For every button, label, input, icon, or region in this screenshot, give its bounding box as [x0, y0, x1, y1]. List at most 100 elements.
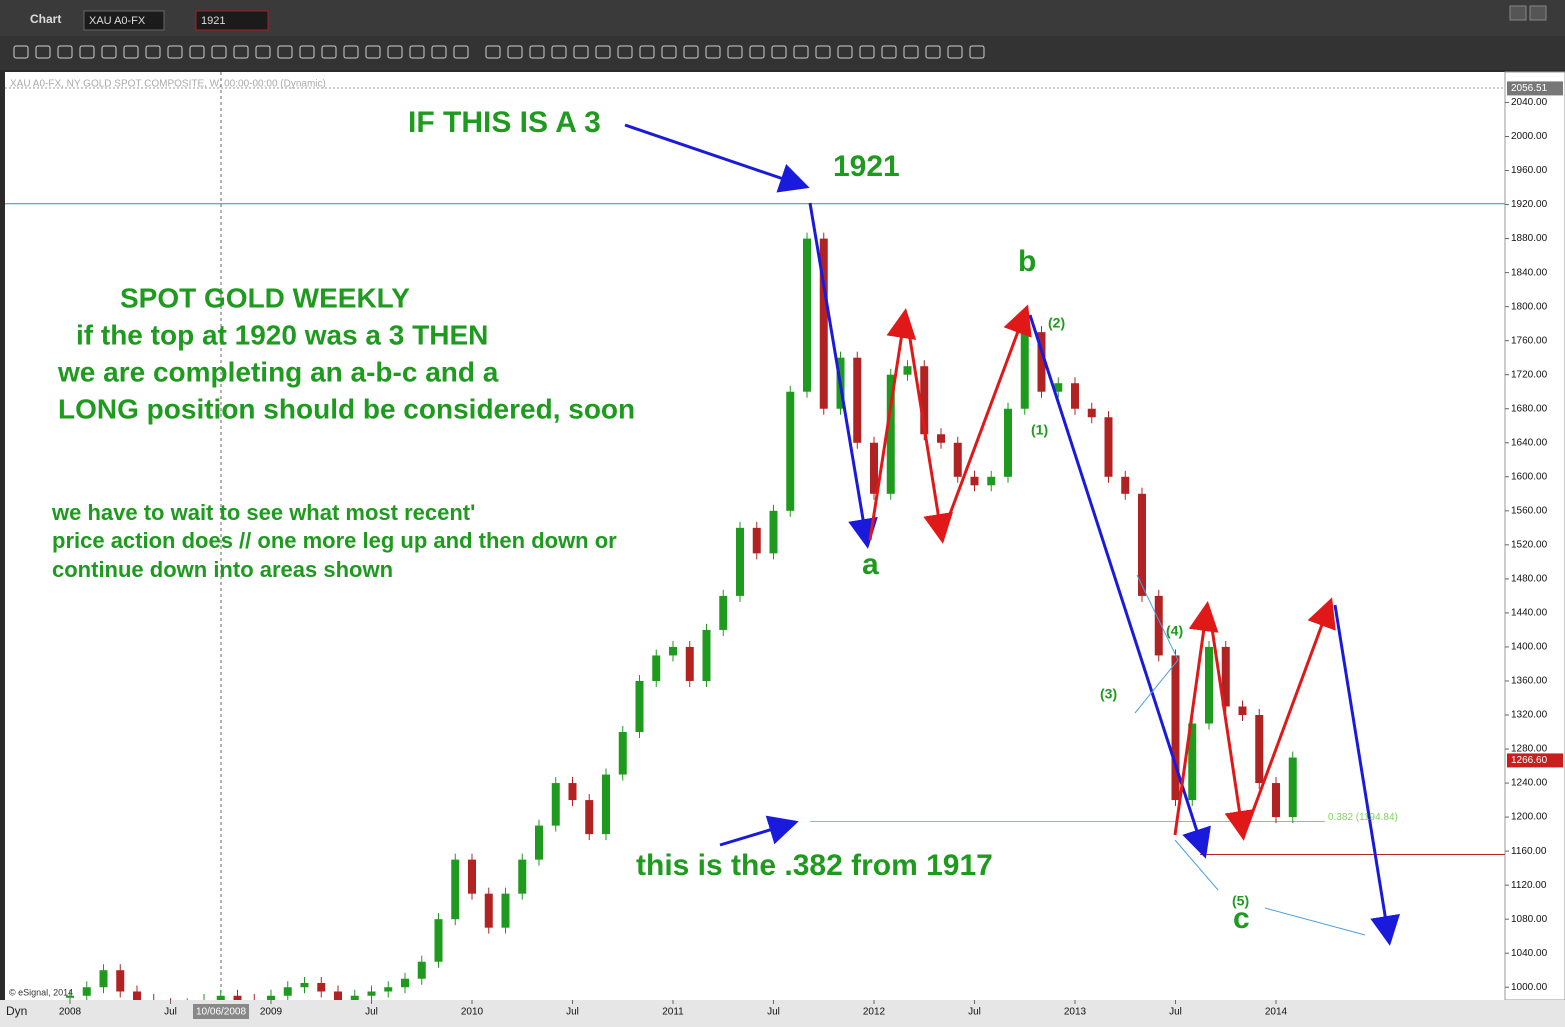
candle [635, 680, 644, 733]
candle [736, 527, 744, 596]
candle [803, 238, 811, 392]
annotation: this is the .382 from 1917 [636, 849, 993, 882]
x-axis-area [0, 1000, 1565, 1027]
tool-icon [661, 45, 677, 59]
annotation: if the top at 1920 was a 3 THEN [76, 319, 488, 350]
y-tick-label: 1040.00 [1511, 948, 1548, 959]
candle [99, 970, 108, 988]
x-tick-label: Jul [164, 1007, 177, 1018]
y-tick-label: 1080.00 [1511, 914, 1548, 925]
tool-icon [881, 45, 897, 59]
tool-icon [683, 45, 699, 59]
y-tick-label: 1840.00 [1511, 267, 1548, 278]
y-tick-label: 1240.00 [1511, 778, 1548, 789]
tool-icon [101, 45, 117, 59]
tool-icon [485, 45, 501, 59]
candle [283, 987, 292, 996]
y-tick-label: 1920.00 [1511, 199, 1548, 210]
candle [484, 893, 493, 928]
y-tick-label: 1800.00 [1511, 301, 1548, 312]
y-tick-label: 2040.00 [1511, 97, 1548, 108]
cursor-date: 10/06/2008 [196, 1007, 246, 1018]
annotation: a [862, 548, 879, 581]
tool-icon [57, 45, 73, 59]
tool-icon [727, 45, 743, 59]
tool-icon [387, 45, 403, 59]
candle [1020, 332, 1029, 409]
restore-button[interactable] [1509, 5, 1527, 21]
candle [300, 982, 309, 988]
tool-icon [321, 45, 337, 59]
tool-icon [431, 45, 447, 59]
x-tick-label: 2012 [863, 1007, 886, 1018]
annotation: IF THIS IS A 3 [408, 106, 601, 139]
tool-icon [507, 45, 523, 59]
candle [535, 825, 543, 860]
candle [1104, 417, 1113, 477]
price-box [1507, 81, 1563, 96]
candle [1054, 383, 1063, 392]
y-tick-label: 1320.00 [1511, 710, 1548, 721]
y-tick-label: 1880.00 [1511, 233, 1548, 244]
cursor-date-box [193, 1004, 249, 1019]
candle [468, 859, 476, 894]
candle [853, 357, 862, 443]
annotation: price action does // one more leg up and… [52, 528, 617, 553]
candle [518, 859, 527, 894]
candle [434, 919, 443, 962]
y-tick-label: 1640.00 [1511, 437, 1548, 448]
x-tick-label: 2009 [260, 1007, 283, 1018]
chart-subtitle: XAU A0-FX, NY GOLD SPOT COMPOSITE, W, 00… [10, 79, 326, 90]
candle [819, 238, 828, 409]
max-button[interactable] [1529, 5, 1547, 21]
candle [334, 991, 342, 1000]
symbol-box[interactable] [83, 10, 165, 31]
y-tick-label: 1200.00 [1511, 812, 1548, 823]
x-tick-label: 2013 [1064, 1007, 1087, 1018]
x-tick-label: Jul [767, 1007, 780, 1018]
candle [1255, 715, 1264, 784]
tool-icon [859, 45, 875, 59]
window-title: Chart [30, 12, 61, 26]
candle [937, 434, 945, 443]
candle [317, 982, 326, 992]
candle [568, 783, 577, 801]
candle [267, 995, 275, 1000]
tool-icon [793, 45, 809, 59]
annotation: 1921 [833, 150, 900, 183]
annotation: (2) [1048, 315, 1065, 331]
tool-icon [529, 45, 545, 59]
candle [501, 893, 510, 928]
price-label: 2056.51 [1511, 83, 1548, 94]
annotation: b [1018, 245, 1036, 278]
tool-icon [551, 45, 567, 59]
candle [384, 987, 393, 992]
x-tick-label: 2008 [59, 1007, 82, 1018]
candle [1087, 408, 1096, 418]
y-axis-area [1504, 71, 1565, 1001]
tool-icon [837, 45, 853, 59]
tool-icon [453, 45, 469, 59]
tool-icon [771, 45, 787, 59]
tool-icon [123, 45, 139, 59]
candle [116, 970, 125, 992]
candle [133, 991, 141, 1000]
candle [1171, 655, 1180, 801]
tool-icon [35, 45, 51, 59]
tool-icon [277, 45, 293, 59]
tool-icon [13, 45, 29, 59]
tool-icon [299, 45, 315, 59]
candle [870, 442, 878, 494]
tool-icon [969, 45, 985, 59]
candle [1037, 332, 1046, 392]
mode-label: Dyn [6, 1004, 27, 1018]
annotation: we are completing an a-b-c and a [57, 356, 499, 387]
interval-box[interactable] [195, 10, 269, 31]
x-tick-label: 2014 [1265, 1007, 1288, 1018]
annotation: LONG position should be considered, soon [58, 393, 635, 424]
x-tick-label: Jul [1169, 1007, 1182, 1018]
annotation: c [1233, 902, 1250, 935]
candle [417, 961, 426, 979]
annotation: SPOT GOLD WEEKLY [120, 282, 410, 313]
candle [903, 366, 912, 375]
